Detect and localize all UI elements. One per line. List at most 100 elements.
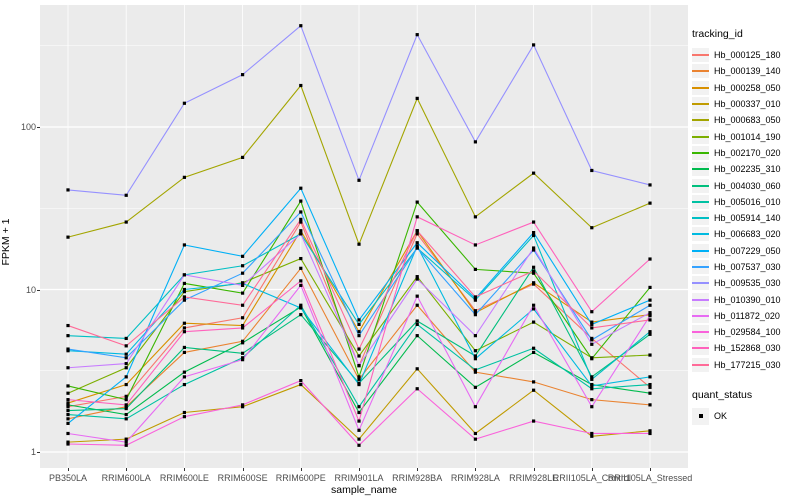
data-point xyxy=(124,352,128,356)
legend-key-swatch xyxy=(692,243,709,258)
data-point xyxy=(66,347,70,351)
data-point xyxy=(241,281,245,286)
x-tick-mark xyxy=(300,468,302,471)
data-point xyxy=(415,246,419,250)
y-tick-label: 100 xyxy=(20,122,36,132)
data-point xyxy=(590,398,594,402)
data-point xyxy=(66,334,70,338)
legend-line-icon xyxy=(692,298,709,301)
legend-line-icon xyxy=(692,70,709,73)
data-point xyxy=(648,330,652,334)
data-point xyxy=(124,375,128,379)
legend-quant-status-block: quant_status OK xyxy=(692,389,800,425)
data-point xyxy=(648,303,652,307)
data-point xyxy=(590,431,594,436)
x-tick-label: RRII105LA_Stressed xyxy=(607,473,693,483)
legend-line-icon xyxy=(692,184,709,187)
legend-item-Hb_010390_010: Hb_010390_010 xyxy=(692,291,800,307)
y-tick-mark xyxy=(37,127,40,128)
legend: tracking_id Hb_000125_180 Hb_000139_140 Hb… xyxy=(692,28,800,425)
data-point xyxy=(473,349,477,353)
legend-line-icon xyxy=(692,233,709,236)
legend-key-swatch xyxy=(692,292,709,307)
data-point xyxy=(241,323,245,328)
data-point xyxy=(299,306,303,310)
legend-item-Hb_001014_190: Hb_001014_190 xyxy=(692,128,800,144)
data-point xyxy=(124,398,128,402)
x-tick-label: RRIM600PE xyxy=(275,473,326,483)
data-point xyxy=(299,220,303,224)
legend-item-label: Hb_010390_010 xyxy=(714,294,781,305)
data-point xyxy=(415,303,419,307)
data-point xyxy=(415,33,419,37)
data-point xyxy=(648,201,652,205)
legend-item-Hb_000258_050: Hb_000258_050 xyxy=(692,80,800,96)
legend-item-Hb_009535_030: Hb_009535_030 xyxy=(692,275,800,291)
x-axis-title: sample_name xyxy=(331,484,397,496)
legend-line-icon xyxy=(692,282,709,285)
legend-line-icon xyxy=(692,347,709,350)
data-point xyxy=(532,265,536,269)
x-tick-mark xyxy=(533,468,535,471)
data-point xyxy=(182,101,186,105)
legend-key-swatch xyxy=(692,113,709,128)
data-point xyxy=(124,361,128,366)
legend-key-swatch xyxy=(692,97,709,112)
legend-key-swatch xyxy=(692,357,709,372)
data-point xyxy=(241,73,245,77)
data-point xyxy=(357,178,361,182)
legend-item-label: Hb_029584_100 xyxy=(714,327,781,338)
data-point xyxy=(182,410,186,415)
data-point xyxy=(124,405,128,409)
x-tick-label: RRIM901LA xyxy=(334,473,384,483)
legend-item-label: Hb_000337_010 xyxy=(714,99,781,110)
data-point xyxy=(241,283,245,287)
data-point xyxy=(241,356,245,360)
data-point xyxy=(473,370,477,374)
legend-item-label: Hb_005914_140 xyxy=(714,213,781,224)
data-point xyxy=(473,243,477,247)
legend-item-Hb_007537_030: Hb_007537_030 xyxy=(692,259,800,275)
data-point xyxy=(415,322,419,326)
data-point xyxy=(532,303,536,307)
data-point xyxy=(473,313,477,317)
legend-item-label: Hb_004030_060 xyxy=(714,180,781,191)
legend-line-icon xyxy=(692,151,709,154)
legend-line-icon xyxy=(692,331,709,334)
legend-item-Hb_000125_180: Hb_000125_180 xyxy=(692,47,800,63)
data-point xyxy=(66,440,70,444)
plot-area xyxy=(40,5,688,468)
data-point xyxy=(241,291,245,295)
data-point xyxy=(299,217,303,222)
legend-key-swatch xyxy=(692,227,709,242)
legend-key-swatch xyxy=(692,162,709,177)
data-point xyxy=(473,267,477,271)
data-point xyxy=(124,403,128,407)
data-point xyxy=(357,318,361,322)
data-point xyxy=(532,246,536,250)
legend-line-icon xyxy=(692,103,709,106)
data-point xyxy=(415,215,419,219)
data-point xyxy=(241,316,245,320)
data-point xyxy=(357,419,361,423)
data-point xyxy=(473,215,477,219)
data-point xyxy=(590,320,594,324)
y-tick-label: 10 xyxy=(25,284,36,295)
data-point xyxy=(473,309,477,313)
data-point xyxy=(648,385,652,389)
data-point xyxy=(590,357,594,361)
legend-line-icon xyxy=(692,168,709,171)
data-point xyxy=(473,357,477,361)
data-point xyxy=(124,437,128,441)
data-point xyxy=(357,347,361,351)
data-point xyxy=(299,303,303,307)
legend-key-swatch xyxy=(692,276,709,291)
data-point xyxy=(182,273,186,277)
data-point xyxy=(182,350,186,355)
data-point xyxy=(415,387,419,391)
data-point xyxy=(415,294,419,298)
data-point xyxy=(357,377,361,381)
data-point xyxy=(648,429,652,433)
data-point xyxy=(66,405,70,409)
